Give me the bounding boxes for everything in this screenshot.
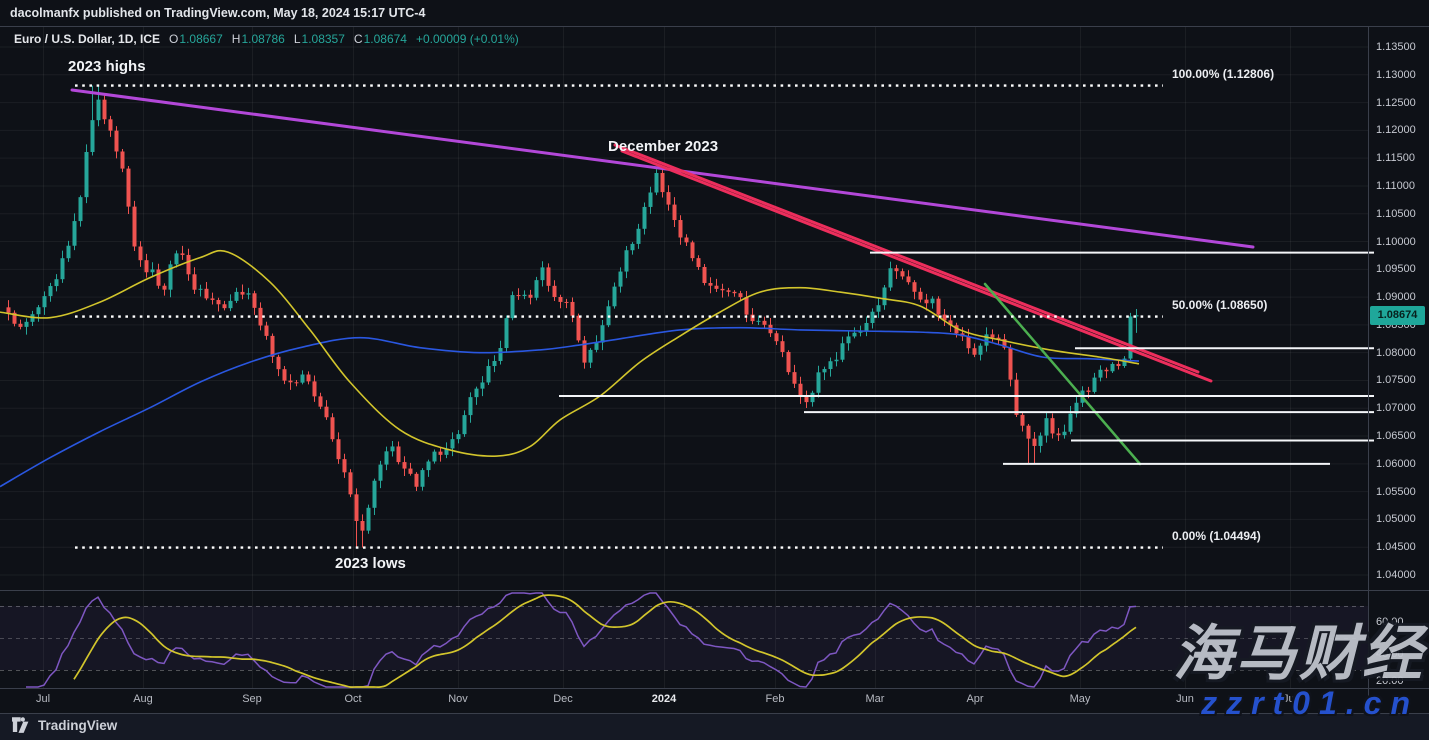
ohlc-low: L 1.08357 — [293, 32, 345, 46]
price-axis-label: 1.10000 — [1376, 235, 1416, 248]
pane-divider — [0, 590, 1429, 591]
ohlc-close: C 1.08674 — [353, 32, 407, 46]
time-axis-label: 2024 — [651, 693, 677, 705]
price-axis-label: 1.07500 — [1376, 374, 1416, 387]
time-axis-label: Jul — [1282, 693, 1298, 705]
time-axis-label: Jun — [1176, 693, 1194, 705]
ohlc-open: O 1.08667 — [169, 32, 223, 46]
support-resistance-lines[interactable] — [559, 251, 1374, 465]
last-price-badge: 1.08674 — [1370, 306, 1425, 326]
price-axis-label: 1.11500 — [1376, 152, 1415, 165]
time-axis-label: May — [1069, 693, 1091, 705]
descending-trendline-purple[interactable] — [70, 88, 1255, 249]
publish-bar: dacolmanfx published on TradingView.com,… — [0, 0, 1429, 26]
chart-annotation: December 2023 — [608, 138, 719, 155]
rsi-axis-label: 40.00 — [1376, 648, 1404, 660]
price-axis-label: 1.08000 — [1376, 346, 1416, 359]
tradingview-logo-icon — [12, 717, 31, 734]
fib-retracement[interactable] — [75, 84, 1163, 549]
rsi-axis-label: 60.00 — [1376, 616, 1404, 628]
price-axis-label: 1.13000 — [1376, 68, 1416, 81]
price-axis-label: 1.09500 — [1376, 263, 1416, 276]
time-axis-label: Apr — [966, 693, 984, 705]
time-axis-label: Oct — [344, 693, 362, 705]
time-axis-label: Nov — [448, 693, 468, 705]
price-axis-label: 1.04500 — [1376, 541, 1416, 554]
chart-annotation: 2023 highs — [68, 58, 146, 75]
fib-level-label: 50.00% (1.08650) — [1172, 297, 1268, 312]
rsi-band — [0, 606, 1368, 671]
price-axis-label: 1.05000 — [1376, 513, 1416, 526]
price-axis-label: 1.06000 — [1376, 457, 1416, 470]
price-axis-label: 1.07000 — [1376, 402, 1416, 415]
rsi-axis-label: 20.00 — [1376, 675, 1404, 687]
price-axis-label: 1.11000 — [1376, 179, 1415, 192]
price-axis-label: 1.12500 — [1376, 96, 1416, 109]
symbol-title[interactable]: Euro / U.S. Dollar, 1D, ICE — [14, 32, 161, 46]
fib-level-label: 100.00% (1.12806) — [1172, 66, 1275, 81]
ohlc-high: H 1.08786 — [231, 32, 285, 46]
moving-averages — [0, 249, 1140, 488]
time-axis-label: Mar — [865, 693, 885, 705]
price-axis-label: 1.10500 — [1376, 207, 1416, 220]
chart-annotation: 2023 lows — [335, 555, 406, 572]
symbol-row: Euro / U.S. Dollar, 1D, ICE O 1.08667 H 1.… — [14, 30, 519, 48]
bear-channel-lower[interactable] — [620, 149, 1213, 383]
time-axis-label: Aug — [133, 693, 153, 705]
price-change: +0.00009 (+0.01%) — [415, 32, 519, 46]
price-axis-label: 1.09000 — [1376, 291, 1416, 304]
price-axis-label: 1.06500 — [1376, 430, 1416, 443]
time-axis-label: Dec — [553, 693, 573, 705]
time-axis-label: Jul — [35, 693, 51, 705]
fib-level-label: 0.00% (1.04494) — [1172, 528, 1261, 543]
time-axis-label: Sep — [242, 693, 262, 705]
price-axis-label: 1.13500 — [1376, 41, 1416, 53]
trendline-drawings[interactable] — [70, 88, 1255, 466]
tradingview-brand-link[interactable]: TradingView — [12, 717, 117, 734]
time-axis-divider — [0, 688, 1429, 689]
price-axis-label: 1.04000 — [1376, 569, 1416, 581]
time-axis-label: Feb — [765, 693, 785, 705]
publish-bar-divider — [0, 26, 1429, 27]
price-axis-label: 1.05500 — [1376, 485, 1416, 498]
price-axis-label: 1.12000 — [1376, 124, 1416, 137]
rsi-indicator — [26, 592, 1137, 688]
publish-bar-text: dacolmanfx published on TradingView.com,… — [10, 6, 426, 20]
bear-channel-upper[interactable] — [613, 143, 1200, 374]
green-trendline[interactable] — [983, 282, 1142, 466]
tradingview-brand-label: TradingView — [38, 718, 118, 733]
price-axis-divider — [1368, 27, 1369, 712]
footer-bar — [0, 713, 1429, 740]
